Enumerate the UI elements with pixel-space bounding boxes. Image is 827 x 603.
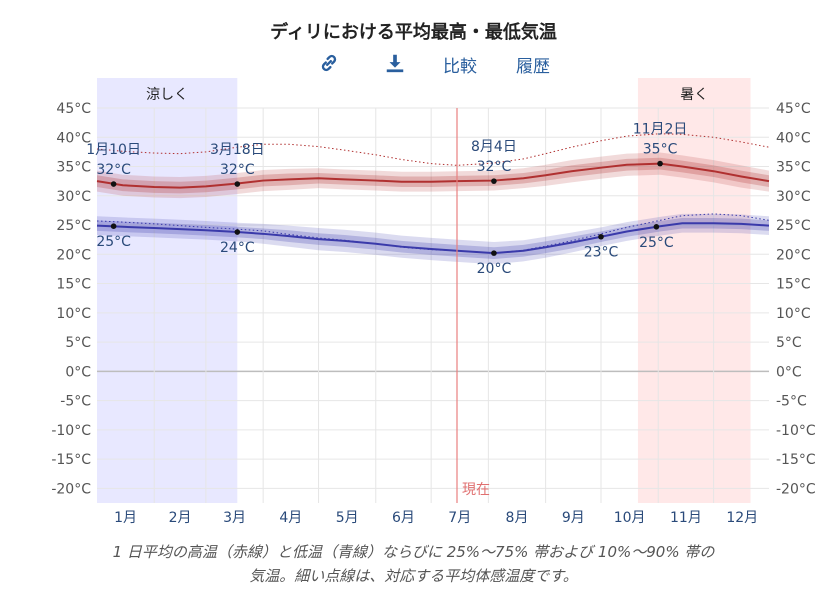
y-tick-right-0: 45°C <box>776 101 811 117</box>
temperature-chart: 涼しく 暑く 45°C 45°C 40°C 40°C 35°C 35°C 30°C 30°C 25°… <box>51 78 816 526</box>
y-tick-left-12: -15°C <box>51 452 91 468</box>
annotation-point-5 <box>234 229 241 235</box>
y-tick-right-5: 20°C <box>776 247 811 263</box>
caption-line-1: 1 日平均の高温（赤線）と低温（青線）ならびに 25%～75% 帯および 10%… <box>112 543 715 561</box>
annotation-value-1: 32°C <box>220 162 255 178</box>
annotation-point-7 <box>598 233 604 240</box>
annotation-date-1: 3月18日 <box>210 142 265 158</box>
annotation-point-6 <box>491 250 497 256</box>
month-label-5: 6月 <box>392 510 415 526</box>
toolbar: 比較 履歴 <box>0 52 827 79</box>
annotation-date-3: 11月2日 <box>633 122 688 138</box>
series-line-1 <box>96 222 770 255</box>
page-title: ディリにおける平均最高・最低気温 <box>270 22 557 43</box>
y-tick-right-8: 5°C <box>776 335 802 351</box>
band-10-90-1 <box>97 213 769 265</box>
month-label-9: 10月 <box>614 510 646 526</box>
band-10-90-0 <box>97 152 769 199</box>
y-tick-left-6: 15°C <box>56 277 91 293</box>
annotation-point-8 <box>653 223 660 230</box>
compare-link[interactable]: 比較 <box>443 57 477 77</box>
month-label-11: 12月 <box>726 510 758 526</box>
y-tick-left-13: -20°C <box>51 481 91 497</box>
month-label-3: 4月 <box>279 510 302 526</box>
band-25-75-1 <box>97 218 769 259</box>
annotation-value-7: 23°C <box>584 245 619 261</box>
season-label-1: 暑く <box>680 87 708 103</box>
y-tick-left-4: 25°C <box>56 218 91 234</box>
month-label-4: 5月 <box>336 510 359 526</box>
feels-like-line-0 <box>96 133 770 166</box>
y-tick-left-10: -5°C <box>60 394 91 410</box>
y-tick-right-12: -15°C <box>776 452 816 468</box>
y-tick-right-9: 0°C <box>776 364 802 380</box>
y-tick-left-0: 45°C <box>56 101 91 117</box>
feels-like-line-1 <box>96 213 770 254</box>
season-label-0: 涼しく <box>146 87 188 103</box>
caption-line-2: 気温。細い点線は、対応する平均体感温度です。 <box>249 567 578 585</box>
now-label: 現在 <box>462 482 490 498</box>
month-label-2: 3月 <box>223 510 246 526</box>
annotation-point-2 <box>491 178 497 184</box>
link-icon[interactable] <box>318 52 340 79</box>
annotation-value-2: 32°C <box>477 159 512 175</box>
annotation-value-5: 24°C <box>220 240 255 256</box>
annotation-point-1 <box>234 181 241 187</box>
annotation-value-6: 20°C <box>477 261 512 277</box>
y-tick-right-6: 15°C <box>776 277 811 293</box>
month-label-7: 8月 <box>506 510 529 526</box>
season-band-0 <box>97 78 238 503</box>
y-tick-right-13: -20°C <box>776 481 816 497</box>
y-tick-left-3: 30°C <box>56 189 91 205</box>
annotation-date-0: 1月10日 <box>86 142 141 158</box>
month-label-0: 1月 <box>114 510 137 526</box>
month-label-1: 2月 <box>169 510 192 526</box>
band-25-75-0 <box>97 157 769 194</box>
y-tick-left-8: 5°C <box>65 335 91 351</box>
y-tick-right-11: -10°C <box>776 423 816 439</box>
month-label-10: 11月 <box>670 510 702 526</box>
y-tick-left-7: 10°C <box>56 306 91 322</box>
history-link[interactable]: 履歴 <box>516 57 550 77</box>
y-tick-right-3: 30°C <box>776 189 811 205</box>
annotation-point-0 <box>110 181 117 187</box>
y-tick-right-7: 10°C <box>776 306 811 322</box>
annotation-point-4 <box>110 223 117 230</box>
y-tick-left-2: 35°C <box>56 160 91 176</box>
annotation-value-3: 35°C <box>643 142 678 158</box>
download-icon[interactable] <box>384 52 406 79</box>
y-tick-left-11: -10°C <box>51 423 91 439</box>
month-label-6: 7月 <box>448 510 471 526</box>
annotation-date-2: 8月4日 <box>471 139 517 155</box>
annotation-value-8: 25°C <box>639 235 674 251</box>
month-label-8: 9月 <box>562 510 585 526</box>
y-tick-right-2: 35°C <box>776 160 811 176</box>
y-tick-right-1: 40°C <box>776 130 811 146</box>
season-band-1 <box>637 78 751 503</box>
y-tick-right-4: 25°C <box>776 218 811 234</box>
y-tick-left-9: 0°C <box>65 364 91 380</box>
annotation-value-4: 25°C <box>96 234 131 250</box>
y-tick-left-5: 20°C <box>56 247 91 263</box>
y-tick-left-1: 40°C <box>56 130 91 146</box>
y-tick-right-10: -5°C <box>776 394 807 410</box>
annotation-value-0: 32°C <box>96 162 131 178</box>
annotation-point-3 <box>657 160 663 167</box>
chart-caption: 1 日平均の高温（赤線）と低温（青線）ならびに 25%～75% 帯および 10%… <box>40 540 787 588</box>
